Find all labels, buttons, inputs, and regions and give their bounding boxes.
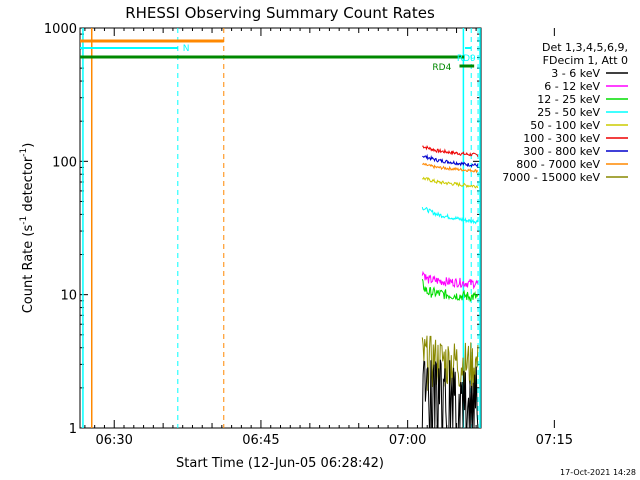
legend-header-1: Det 1,3,4,5,6,9, bbox=[542, 41, 628, 54]
legend-label: 6 - 12 keV bbox=[544, 80, 600, 93]
series-line-6-12-keV bbox=[421, 270, 479, 290]
y-tick-label: 10 bbox=[60, 289, 77, 304]
series-line-100-300-keV bbox=[422, 144, 479, 157]
y-tick-label: 1000 bbox=[44, 22, 77, 37]
series-line-3-6-keV bbox=[421, 359, 479, 429]
y-axis-label-sup1: -1 bbox=[19, 216, 29, 225]
y-axis-label-main: Count Rate (s bbox=[21, 225, 36, 314]
x-tick-label: 06:30 bbox=[95, 433, 132, 448]
legend: Det 1,3,4,5,6,9, FDecim 1, Att 0 3 - 6 k… bbox=[502, 41, 628, 184]
y-axis-label-mid: detector bbox=[21, 156, 36, 216]
x-tick-label: 07:00 bbox=[389, 433, 426, 448]
legend-label: 3 - 6 keV bbox=[551, 67, 600, 80]
legend-label: 800 - 7000 keV bbox=[516, 158, 600, 171]
series-line-12-25-keV bbox=[421, 279, 479, 302]
legend-label: 25 - 50 keV bbox=[537, 106, 600, 119]
legend-header-2: FDecim 1, Att 0 bbox=[543, 54, 628, 67]
x-tick-label: 07:15 bbox=[536, 433, 573, 448]
x-axis-label: Start Time (12-Jun-05 06:28:42) bbox=[176, 456, 384, 471]
series-line-300-800-keV bbox=[422, 153, 479, 168]
y-axis-label-sup2: -1 bbox=[19, 148, 29, 157]
legend-label: 12 - 25 keV bbox=[537, 93, 600, 106]
flag-label: N bbox=[183, 44, 190, 54]
legend-label: 50 - 100 keV bbox=[530, 119, 600, 132]
y-axis-label-end: ) bbox=[21, 143, 36, 148]
flag-label: RD9 bbox=[457, 54, 476, 64]
footer-date: 17-Oct-2021 14:28 bbox=[560, 468, 636, 477]
x-tick-label: 06:45 bbox=[242, 433, 279, 448]
series-line-25-50-keV bbox=[421, 206, 479, 225]
y-tick-label: 100 bbox=[52, 155, 77, 170]
legend-label: 7000 - 15000 keV bbox=[502, 171, 600, 184]
series-line-800-7000-keV bbox=[421, 162, 479, 174]
event-overlays: N RD9 RD4 bbox=[80, 28, 481, 428]
series-lines bbox=[421, 144, 479, 429]
legend-label: 100 - 300 keV bbox=[523, 132, 600, 145]
y-tick-label: 1 bbox=[69, 422, 77, 437]
plot-frame bbox=[79, 27, 482, 429]
y-axis-ticks: 1 10 100 1000 bbox=[44, 22, 481, 437]
legend-label: 300 - 800 keV bbox=[523, 145, 600, 158]
flag-label: RD4 bbox=[432, 63, 451, 73]
series-line-50-100-keV bbox=[421, 176, 479, 189]
y-axis-label: Count Rate (s-1 detector-1) bbox=[19, 143, 36, 314]
chart-title: RHESSI Observing Summary Count Rates bbox=[125, 4, 435, 22]
